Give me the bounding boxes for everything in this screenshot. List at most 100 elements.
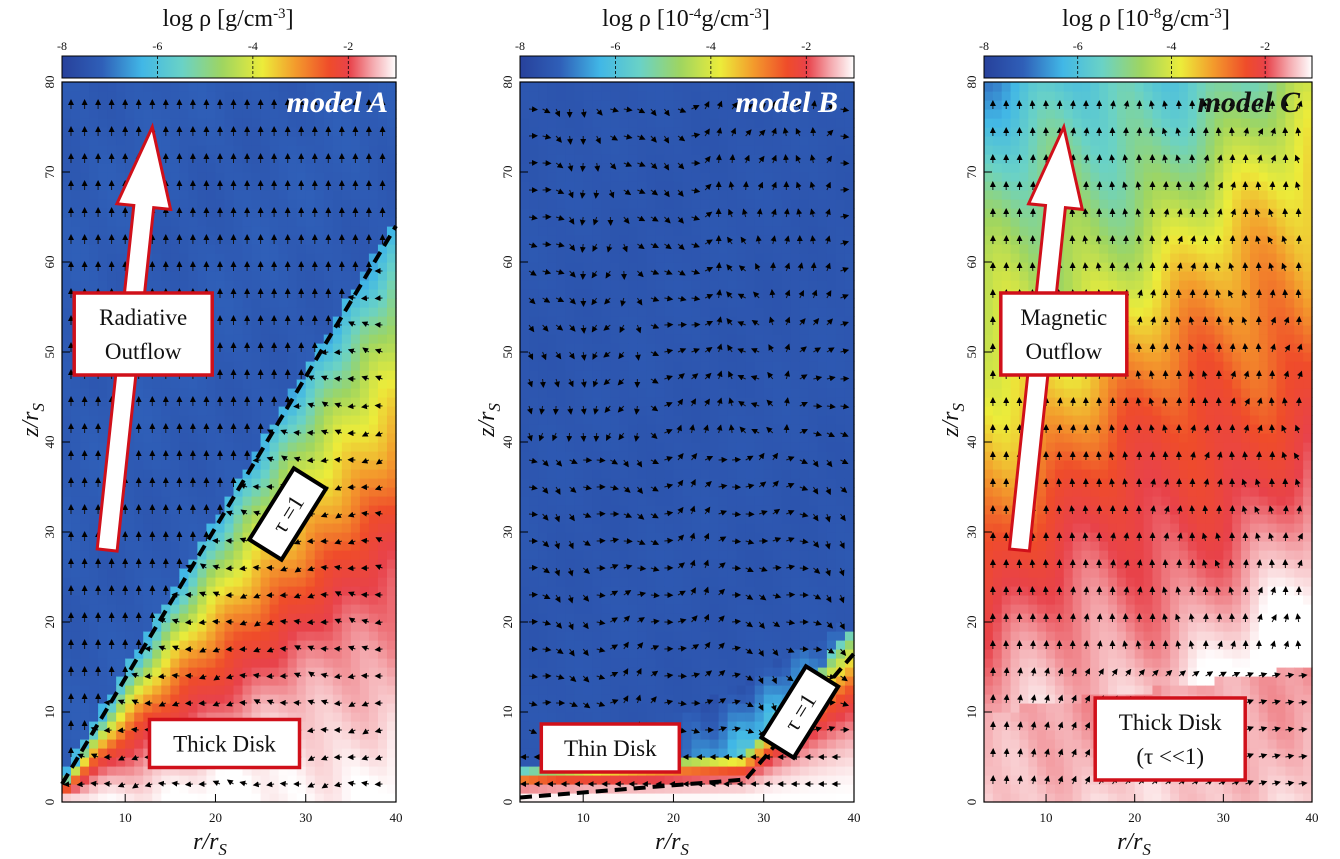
density-cell [323,343,334,353]
density-cell [646,82,657,92]
density-cell [233,82,244,92]
density-cell [116,559,126,569]
density-cell [62,568,72,578]
density-cell [341,352,352,362]
density-cell [206,118,217,128]
density-cell [332,757,343,767]
density-cell [520,604,530,614]
density-cell [368,784,379,794]
density-cell [529,478,539,488]
density-cell [305,208,316,218]
density-cell [197,703,208,713]
density-cell [233,406,244,416]
density-cell [583,379,593,389]
density-cell [125,604,135,614]
density-cell [296,82,307,92]
density-cell [574,685,584,695]
density-cell [188,379,199,389]
density-cell [98,415,108,425]
density-cell [98,676,108,686]
density-cell [161,640,171,650]
density-cell [520,685,530,695]
density-cell [215,604,226,614]
density-cell [287,154,298,164]
density-cell [592,613,602,623]
density-cell [170,604,180,614]
density-cell [655,181,666,191]
density-cell [161,118,171,128]
density-cell [62,298,72,308]
density-cell [538,667,548,677]
density-cell [646,181,657,191]
density-cell [116,595,126,605]
density-cell [89,154,99,164]
density-cell [377,658,388,668]
density-cell [547,559,557,569]
density-cell [260,316,271,326]
density-cell [233,118,244,128]
density-cell [251,487,262,497]
velocity-arrow [333,564,342,571]
density-cell [260,451,271,461]
density-cell [520,658,530,668]
density-cell [170,685,180,695]
density-cell [341,262,352,272]
density-cell [98,559,108,569]
density-cell [170,262,180,272]
density-cell [655,433,666,443]
density-cell [350,694,361,704]
density-cell [646,604,657,614]
density-cell [98,442,108,452]
density-cell [170,208,180,218]
density-cell [197,433,208,443]
density-cell [386,433,397,443]
density-cell [386,622,397,632]
density-cell [377,676,388,686]
density-cell [224,622,235,632]
density-cell [377,352,388,362]
density-cell [242,784,253,794]
density-cell [592,703,602,713]
density-cell [62,244,72,254]
density-cell [233,577,244,587]
density-cell [377,721,388,731]
density-cell [80,415,90,425]
density-cell [314,505,325,515]
density-cell [116,253,126,263]
density-cell [628,343,638,353]
density-cell [610,361,620,371]
density-cell [323,442,334,452]
density-cell [341,721,352,731]
density-cell [170,145,180,155]
density-cell [206,136,217,146]
density-cell [574,253,584,263]
density-cell [628,415,638,425]
density-cell [161,766,171,776]
density-cell [332,163,343,173]
density-cell [260,595,271,605]
density-cell [592,280,602,290]
colorbar-title: log ρ [g/cm-3] [162,6,293,32]
density-cell [637,667,647,677]
density-cell [350,415,361,425]
density-cell [601,694,611,704]
density-cell [646,523,657,533]
density-cell [134,109,144,119]
velocity-arrow [320,726,329,733]
density-cell [179,91,189,101]
density-cell [314,145,325,155]
density-cell [619,604,629,614]
density-cell [655,217,666,227]
density-cell [224,217,235,227]
density-cell [583,559,593,569]
density-cell [610,334,620,344]
density-cell [278,649,289,659]
density-cell [556,451,566,461]
density-cell [125,478,135,488]
density-cell [287,145,298,155]
density-cell [287,82,298,92]
density-cell [565,91,575,101]
density-cell [260,253,271,263]
density-cell [520,595,530,605]
density-cell [215,379,226,389]
